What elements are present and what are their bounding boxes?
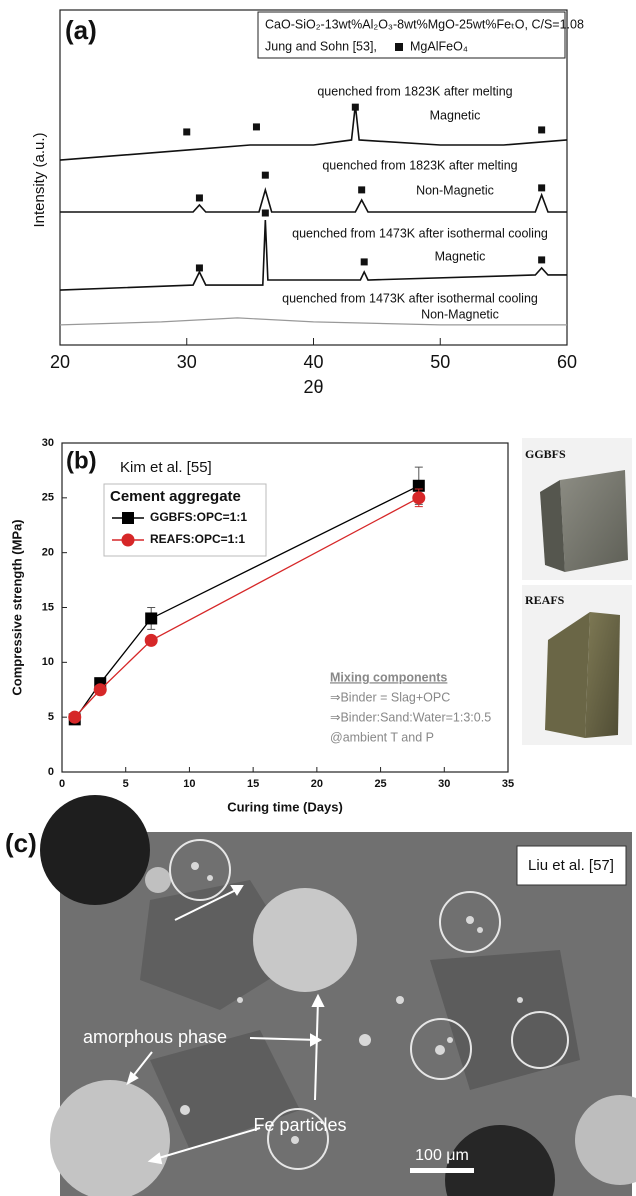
legend-marker-label: MgAlFeO₄ <box>410 39 468 53</box>
sem-image <box>40 795 636 1196</box>
legend-marker <box>122 512 134 524</box>
peak-marker <box>358 186 365 193</box>
peak-marker <box>196 264 203 271</box>
x-tick-label: 20 <box>311 778 323 790</box>
phase-label: amorphous phase <box>83 1027 227 1047</box>
trace-label: quenched from 1473K after isothermal coo… <box>292 226 548 240</box>
photo-label: GGBFS <box>525 447 566 461</box>
peak-marker <box>196 194 203 201</box>
particle-label: Fe particles <box>253 1115 346 1135</box>
x-axis-label: Curing time (Days) <box>227 799 343 814</box>
trace-label: quenched from 1823K after melting <box>322 158 517 172</box>
note: Mixing components <box>330 670 447 684</box>
trace-sublabel: Magnetic <box>435 249 486 263</box>
peak-marker <box>352 104 359 111</box>
note: ⇒Binder:Sand:Water=1:3:0.5 <box>330 710 491 724</box>
trace-sublabel: Non-Magnetic <box>421 307 499 321</box>
data-point <box>68 711 81 724</box>
peak-marker <box>183 128 190 135</box>
y-tick-label: 0 <box>48 766 54 778</box>
x-tick-label: 35 <box>502 778 514 790</box>
data-point <box>145 634 158 647</box>
x-tick-label: 20 <box>50 352 70 372</box>
y-tick-label: 15 <box>42 601 54 613</box>
photo-block <box>585 612 620 738</box>
x-tick-label: 10 <box>183 778 195 790</box>
legend-label: REAFS:OPC=1:1 <box>150 532 245 546</box>
x-axis-label: 2θ <box>303 377 323 397</box>
y-axis-label: Compressive strength (MPa) <box>9 519 24 695</box>
y-tick-label: 30 <box>42 437 54 449</box>
photo-label: REAFS <box>525 593 565 607</box>
annotation: Kim et al. [55] <box>120 459 212 476</box>
y-tick-label: 5 <box>48 711 54 723</box>
x-tick-label: 15 <box>247 778 259 790</box>
trace-label: quenched from 1823K after melting <box>317 84 512 98</box>
trace-label: quenched from 1473K after isothermal coo… <box>282 291 538 305</box>
panel-label: (a) <box>65 15 97 45</box>
trace-sublabel: Non-Magnetic <box>416 183 494 197</box>
source-label: Liu et al. [57] <box>528 857 614 874</box>
y-tick-label: 25 <box>42 492 54 504</box>
x-tick-label: 60 <box>557 352 577 372</box>
peak-marker <box>361 258 368 265</box>
x-tick-label: 5 <box>123 778 129 790</box>
peak-marker <box>538 184 545 191</box>
legend-text: Jung and Sohn [53], <box>265 39 377 53</box>
peak-marker <box>262 210 269 217</box>
xrd-trace <box>60 105 567 160</box>
data-point <box>145 612 157 624</box>
x-tick-label: 0 <box>59 778 65 790</box>
photo-block <box>560 470 628 572</box>
legend-text: CaO-SiO₂-13wt%Al₂O₃-8wt%MgO-25wt%FeₜO, C… <box>265 17 584 31</box>
legend-marker <box>122 534 135 547</box>
scale-bar-label: 100 μm <box>415 1147 469 1164</box>
y-tick-label: 20 <box>42 547 54 559</box>
y-axis-label: Intensity (a.u.) <box>31 132 48 227</box>
x-tick-label: 40 <box>303 352 323 372</box>
x-tick-label: 25 <box>374 778 386 790</box>
trace-sublabel: Magnetic <box>430 108 481 122</box>
peak-marker <box>253 123 260 130</box>
peak-marker <box>538 256 545 263</box>
legend-label: GGBFS:OPC=1:1 <box>150 510 247 524</box>
panel-label: (b) <box>66 447 97 474</box>
data-point <box>94 683 107 696</box>
figure: (c) Liu et al. [57] amorphous phase Fe p… <box>0 0 636 1196</box>
data-point <box>412 491 425 504</box>
note: ⇒Binder = Slag+OPC <box>330 690 450 704</box>
y-tick-label: 10 <box>42 656 54 668</box>
note: @ambient T and P <box>330 730 434 744</box>
x-tick-label: 50 <box>430 352 450 372</box>
x-tick-label: 30 <box>438 778 450 790</box>
legend-title: Cement aggregate <box>110 488 241 505</box>
peak-marker <box>262 172 269 179</box>
peak-marker <box>538 126 545 133</box>
x-tick-label: 30 <box>177 352 197 372</box>
panel-label: (c) <box>5 828 37 858</box>
legend-marker <box>395 43 403 51</box>
